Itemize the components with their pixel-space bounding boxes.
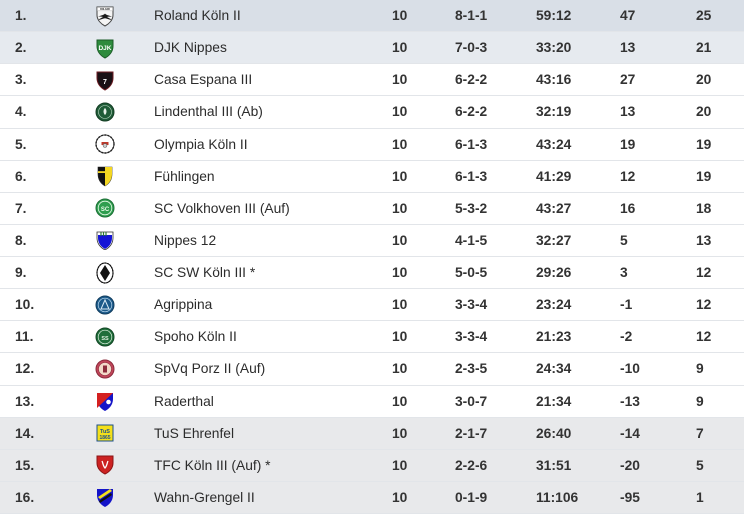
svg-text:ROLAND: ROLAND — [100, 8, 110, 11]
svg-text:7: 7 — [103, 79, 107, 86]
svg-text:SC: SC — [101, 207, 110, 213]
svg-text:SS: SS — [101, 336, 109, 342]
svg-text:1865: 1865 — [99, 435, 110, 441]
svg-text:DJK: DJK — [98, 45, 111, 52]
